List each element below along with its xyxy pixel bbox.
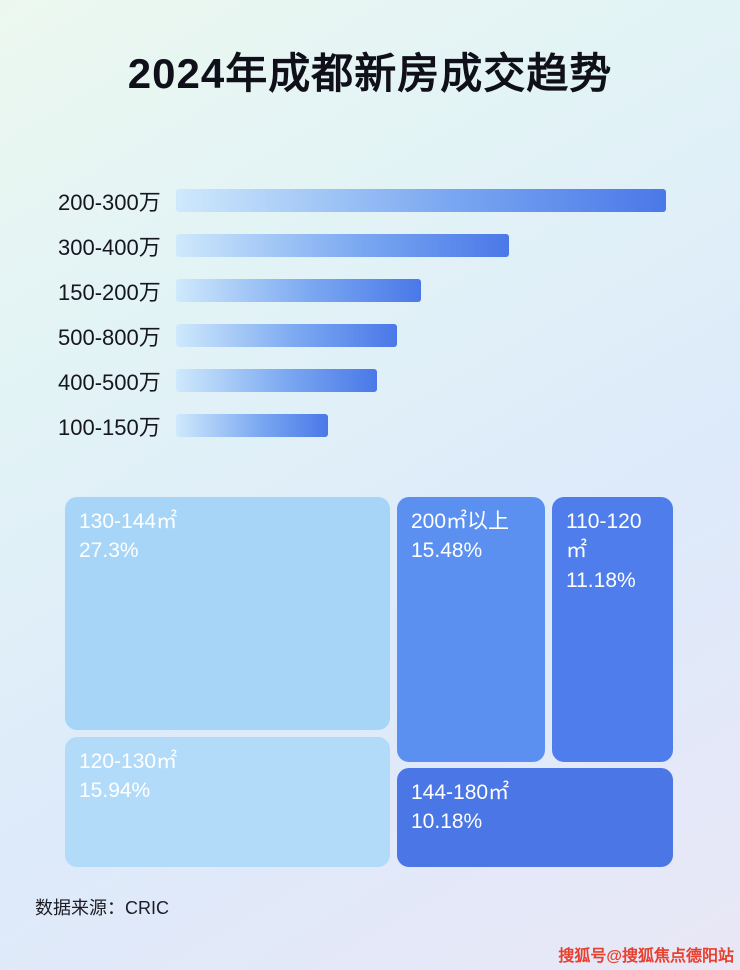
treemap-block-value: 10.18% [411,810,483,834]
bar-row: 200-300万 [0,178,740,223]
treemap-block: 130-144㎡ 27.3% [65,497,390,730]
treemap-block: 144-180㎡ 10.18% [397,768,673,867]
bar [176,279,421,302]
treemap-block-label: 144-180㎡ [411,781,510,804]
bar-row: 500-800万 [0,313,740,358]
treemap-chart: 130-144㎡ 27.3% 120-130㎡ 15.94% 200㎡以上 15… [65,497,673,867]
bar-track [176,414,666,437]
page-title: 2024年成都新房成交趋势 [127,50,613,97]
bar-row: 100-150万 [0,403,740,448]
bar-row: 150-200万 [0,268,740,313]
bar-label: 500-800万 [58,324,161,350]
bar-row: 300-400万 [0,223,740,268]
bar-track [176,279,666,302]
data-source-label: 数据来源：CRIC [35,898,169,918]
treemap-block-value: 11.18% [566,568,636,592]
treemap-block: 120-130㎡ 15.94% [65,737,390,867]
watermark-text: 搜狐号@搜狐焦点德阳站 [558,948,734,965]
bar [176,234,510,257]
bar-track [176,324,666,347]
treemap-block-value: 27.3% [79,539,139,563]
bar-track [176,369,666,392]
treemap-block-label: 110-120㎡ [566,510,642,563]
treemap-block-label: 130-144㎡ [79,510,178,533]
treemap-block: 110-120㎡ 11.18% [552,497,673,762]
bar-chart: 200-300万 300-400万 150-200万 500-800万 400- [0,178,740,448]
bar [176,414,328,437]
treemap-block-label: 200㎡以上 [411,510,510,533]
bar [176,369,377,392]
bar [176,324,397,347]
bar-track [176,189,666,212]
bar-track [176,234,666,257]
treemap-block-value: 15.94% [79,779,151,803]
treemap-block-label: 120-130㎡ [79,750,178,773]
bar-label: 300-400万 [58,234,161,260]
treemap-block-value: 15.48% [411,539,483,563]
treemap-block: 200㎡以上 15.48% [397,497,545,762]
bar-label: 100-150万 [58,414,161,440]
bar-row: 400-500万 [0,358,740,403]
bar-label: 200-300万 [58,189,161,215]
bar-label: 400-500万 [58,369,161,395]
bar-label: 150-200万 [58,279,161,305]
bar [176,189,666,212]
